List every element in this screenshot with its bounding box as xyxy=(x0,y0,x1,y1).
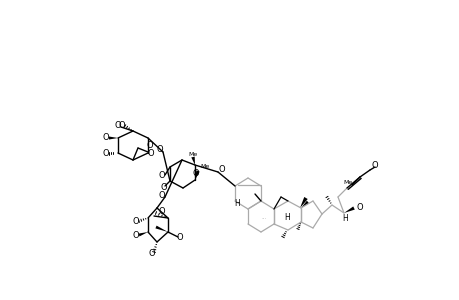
Text: O: O xyxy=(218,166,225,175)
Polygon shape xyxy=(343,206,354,213)
Text: ...: ... xyxy=(261,215,266,220)
Text: O: O xyxy=(148,250,155,259)
Text: O: O xyxy=(157,146,163,154)
Text: O: O xyxy=(102,148,109,158)
Polygon shape xyxy=(155,226,168,232)
Text: O: O xyxy=(102,134,109,142)
Text: O: O xyxy=(132,232,139,241)
Text: Me: Me xyxy=(343,181,352,185)
Text: H: H xyxy=(234,200,239,208)
Text: O: O xyxy=(118,122,125,130)
Polygon shape xyxy=(138,232,148,236)
Text: O: O xyxy=(158,208,165,217)
Text: O: O xyxy=(192,169,199,178)
Text: Me: Me xyxy=(200,164,209,169)
Text: O: O xyxy=(114,121,121,130)
Text: H: H xyxy=(284,214,289,223)
Polygon shape xyxy=(109,136,118,140)
Polygon shape xyxy=(300,201,308,208)
Text: O: O xyxy=(146,140,153,149)
Text: O: O xyxy=(356,202,363,211)
Polygon shape xyxy=(299,197,307,208)
Text: O: O xyxy=(158,191,165,200)
Polygon shape xyxy=(195,170,199,180)
Text: H: H xyxy=(341,214,347,224)
Text: Me: Me xyxy=(188,152,197,158)
Text: O: O xyxy=(160,182,167,191)
Polygon shape xyxy=(191,157,195,165)
Text: O: O xyxy=(176,233,183,242)
Text: O: O xyxy=(158,170,165,179)
Text: O: O xyxy=(132,218,139,226)
Text: O: O xyxy=(147,148,154,158)
Text: O: O xyxy=(371,160,377,169)
